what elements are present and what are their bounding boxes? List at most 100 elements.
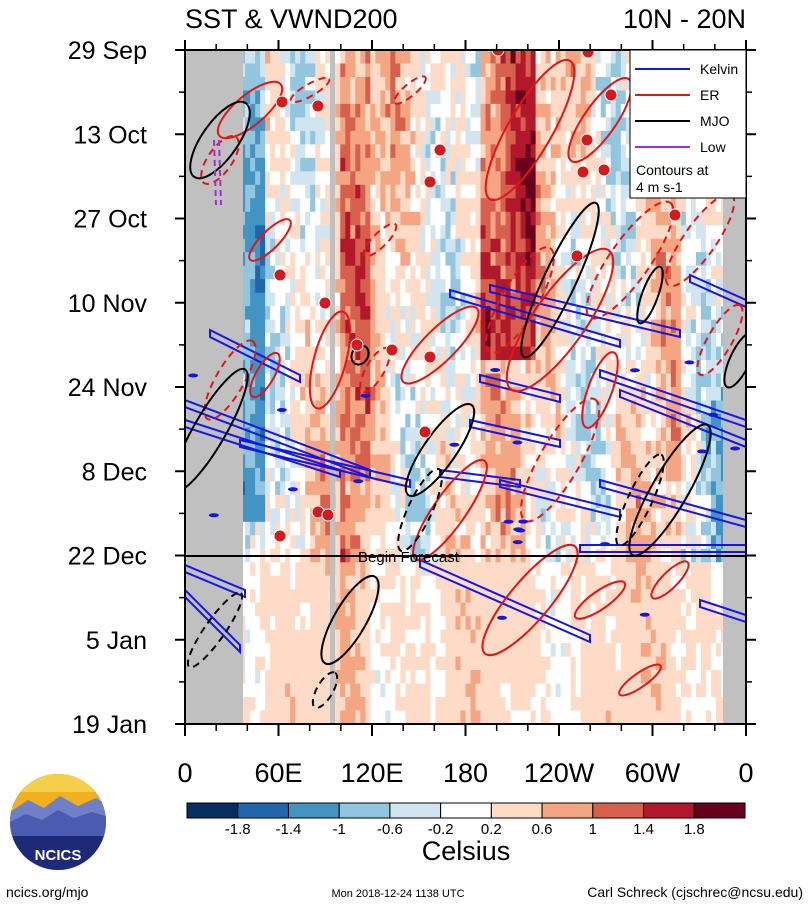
legend: Kelvin ER MJO Low Contours at 4 m s-1 bbox=[629, 49, 747, 199]
kelvin-contour bbox=[697, 449, 708, 454]
x-tick-label: 180 bbox=[443, 758, 488, 788]
kelvin-contour bbox=[579, 544, 746, 553]
y-tick-label: 5 Jan bbox=[86, 627, 147, 655]
mjo-contour bbox=[189, 100, 251, 180]
cyclone-icon bbox=[321, 508, 335, 522]
kelvin-contour bbox=[684, 360, 695, 365]
colorbar-tick-label: 1.8 bbox=[684, 821, 705, 838]
er-contour bbox=[400, 305, 480, 385]
er-contour bbox=[484, 58, 576, 202]
kelvin-contour bbox=[449, 442, 460, 447]
x-tick-label: 120W bbox=[524, 758, 595, 788]
colorbar-swatch bbox=[287, 802, 340, 819]
forecast-label: Begin Forecast bbox=[358, 549, 460, 566]
x-axis: 0 60E 120E 180 120W 60W 0 bbox=[177, 40, 754, 788]
kelvin-contour bbox=[503, 519, 514, 524]
cyclone-icon bbox=[597, 163, 611, 177]
cyclone-icon bbox=[423, 175, 437, 189]
kelvin-contour bbox=[479, 373, 561, 404]
cyclone-icon bbox=[350, 338, 364, 352]
colorbar-tick-label: 0.6 bbox=[532, 821, 553, 838]
colorbar-tick-label: 1.4 bbox=[633, 821, 654, 838]
x-tick-label: 0 bbox=[738, 758, 753, 788]
legend-entry-label: ER bbox=[700, 87, 719, 103]
legend-entry-label: Kelvin bbox=[700, 61, 738, 77]
legend-note-line2: 4 m s-1 bbox=[636, 179, 683, 195]
er-contour bbox=[203, 339, 257, 421]
kelvin-contour bbox=[497, 615, 507, 620]
mjo-contour bbox=[628, 423, 712, 557]
er-contour bbox=[519, 397, 601, 523]
kelvin-contour bbox=[276, 408, 287, 412]
footer-author: Carl Schreck (cjschrec@ncsu.edu) bbox=[587, 884, 803, 900]
cyclone-icon bbox=[311, 99, 325, 113]
x-tick-label: 60E bbox=[254, 758, 302, 788]
kelvin-contour bbox=[419, 558, 591, 644]
mjo-contour bbox=[404, 403, 476, 497]
er-contour bbox=[567, 77, 633, 163]
ncics-logo: NCICS bbox=[10, 774, 106, 870]
mjo-contour bbox=[520, 201, 600, 359]
cyclone-icon bbox=[318, 296, 332, 310]
colorbar-swatch bbox=[237, 802, 289, 819]
colorbar-swatch bbox=[389, 802, 442, 819]
cyclone-icon bbox=[491, 50, 505, 57]
cyclone-icon bbox=[418, 425, 432, 439]
kelvin-contour bbox=[599, 368, 746, 429]
y-axis: 29 Sep 13 Oct 27 Oct 10 Nov 24 Nov 8 Dec 22 De… bbox=[68, 37, 756, 739]
er-contour bbox=[581, 351, 619, 429]
cyclone-icon bbox=[581, 50, 595, 59]
er-contour bbox=[618, 663, 662, 697]
cyclone-icon bbox=[576, 165, 590, 179]
colorbar-swatch bbox=[541, 802, 594, 819]
er-contour bbox=[585, 200, 675, 320]
cyclone-icon bbox=[604, 88, 618, 102]
mjo-contour bbox=[350, 344, 370, 366]
mjo-contour bbox=[320, 574, 380, 666]
colorbar-tick-label: -0.2 bbox=[428, 821, 454, 838]
mjo-contour bbox=[185, 367, 249, 493]
er-contour bbox=[481, 543, 579, 657]
mjo-contour bbox=[615, 453, 665, 547]
colorbar-tick-label: 1 bbox=[589, 821, 597, 838]
y-tick-label: 8 Dec bbox=[82, 458, 147, 486]
cyclone-icon bbox=[273, 268, 287, 282]
mjo-contour bbox=[311, 671, 339, 709]
y-tick-label: 22 Dec bbox=[68, 543, 147, 571]
kelvin-contour bbox=[730, 446, 741, 451]
er-contour bbox=[393, 75, 427, 105]
kelvin-contour bbox=[360, 393, 371, 398]
er-contour bbox=[248, 218, 292, 262]
region-label: 10N - 20N bbox=[623, 4, 746, 34]
legend-entry-label: MJO bbox=[700, 113, 730, 129]
colorbar-swatch bbox=[643, 802, 695, 819]
colorbar-tick-label: -1.4 bbox=[276, 821, 302, 838]
cyclone-icon bbox=[433, 143, 447, 157]
kelvin-contour bbox=[449, 288, 621, 349]
er-contour bbox=[216, 80, 284, 140]
x-tick-label: 0 bbox=[177, 758, 192, 788]
y-tick-label: 10 Nov bbox=[68, 290, 148, 318]
kelvin-contour bbox=[512, 440, 523, 445]
kelvin-contour bbox=[639, 612, 650, 617]
kelvin-contour bbox=[512, 540, 523, 545]
footer-timestamp: Mon 2018-12-24 1138 UTC bbox=[331, 888, 464, 900]
kelvin-contour bbox=[489, 283, 681, 339]
cyclone-icon bbox=[275, 95, 289, 109]
cyclone-icon bbox=[668, 208, 682, 222]
y-tick-label: 13 Oct bbox=[73, 121, 147, 149]
logo-text: NCICS bbox=[35, 847, 82, 864]
mjo-contour bbox=[186, 591, 244, 669]
er-contour bbox=[289, 76, 331, 104]
kelvin-contour bbox=[208, 513, 219, 518]
kelvin-contour bbox=[185, 563, 246, 599]
colorbar-label: Celsius bbox=[422, 836, 511, 866]
low-contour bbox=[218, 139, 222, 206]
kelvin-contour bbox=[599, 478, 746, 529]
cyclone-icon bbox=[580, 133, 594, 147]
footer-url: ncics.org/mjo bbox=[6, 884, 89, 900]
y-tick-label: 27 Oct bbox=[73, 206, 147, 234]
wave-contours bbox=[185, 58, 746, 709]
kelvin-contour bbox=[518, 519, 529, 524]
